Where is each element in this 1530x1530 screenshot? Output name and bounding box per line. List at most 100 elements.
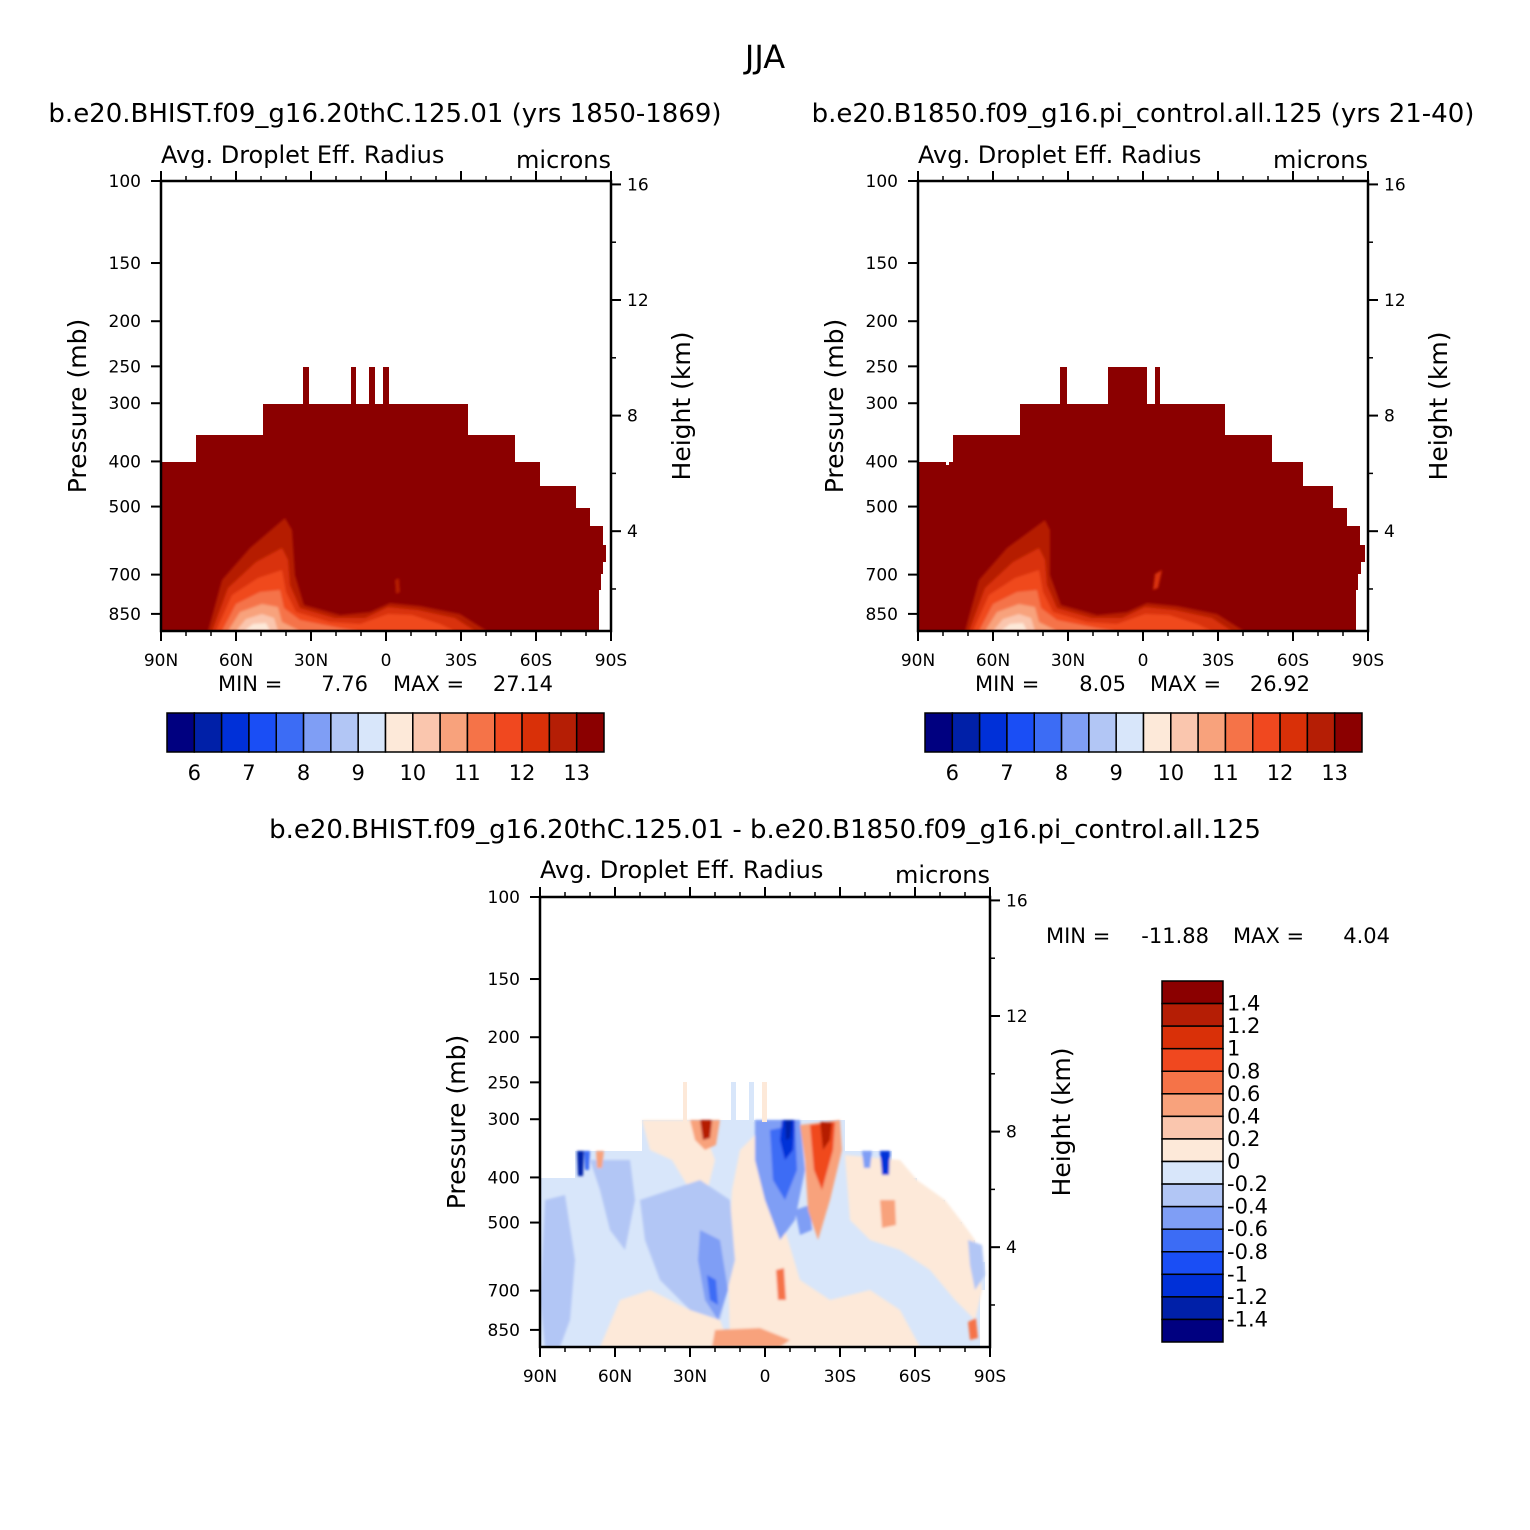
height-tick-label: 4 xyxy=(1006,1238,1017,1258)
y-tick-label: 150 xyxy=(488,970,520,990)
panel-c-neg-region xyxy=(707,1275,718,1305)
colorbar-swatch xyxy=(466,712,496,753)
colorbar-swatch xyxy=(1142,712,1172,753)
y-tick-label: 100 xyxy=(866,172,898,192)
colorbar-swatch xyxy=(248,712,277,753)
panel-c-pos-region xyxy=(845,1155,982,1320)
colorbar-swatch xyxy=(575,712,605,753)
panel-a-ylabel: Pressure (mb) xyxy=(63,319,92,493)
panel-b-colorbar: 6 7 8 9 10 11 12 13 xyxy=(924,712,1363,785)
panel-c-pos-region xyxy=(776,1268,786,1300)
x-tick-label: 0 xyxy=(1138,651,1149,671)
panel-c-min-value: -11.88 xyxy=(1141,924,1209,948)
x-tick-label: 30S xyxy=(824,1367,856,1387)
panel-b-spike xyxy=(1108,367,1147,407)
panel-a-spike xyxy=(383,367,389,407)
panel-c-neg-region xyxy=(698,1230,728,1320)
x-tick-label: 90N xyxy=(144,651,178,671)
panel-c-max-value: 4.04 xyxy=(1343,924,1390,948)
colorbar-label: 13 xyxy=(1321,761,1348,785)
panel-a: 90N 60N 30N 0 30S 60S 90S 100 150 200 250 300 400 500… xyxy=(63,141,696,785)
panel-c: 90N 60N 30N 0 30S 60S 90S 100 150 200 250 300 400 500… xyxy=(442,856,1390,1387)
colorbar-swatch xyxy=(384,712,414,753)
y-tick-label: 850 xyxy=(488,1321,520,1341)
panel-a-ticks: 90N 60N 30N 0 30S 60S 90S 100 150 200 250 300 400 500… xyxy=(109,171,649,671)
panel-b-spike xyxy=(1060,367,1067,407)
y-tick-label: 250 xyxy=(866,357,898,377)
y-tick-label: 100 xyxy=(109,172,141,192)
colorbar-swatch xyxy=(1161,980,1224,1005)
colorbar-label: 10 xyxy=(1157,761,1184,785)
colorbar-label: 11 xyxy=(454,761,481,785)
height-tick-label: 4 xyxy=(1384,522,1395,542)
colorbar-label: 7 xyxy=(1000,761,1013,785)
y-tick-label: 850 xyxy=(109,605,141,625)
panel-c-max-label: MAX = xyxy=(1233,924,1304,948)
panel-c-ticks: 90N 60N 30N 0 30S 60S 90S 100 150 200 250 300 400 500… xyxy=(488,887,1028,1387)
colorbar-label: -0.2 xyxy=(1227,1172,1268,1196)
panel-c-neg-region xyxy=(712,1328,790,1347)
panel-c-pos-region xyxy=(600,1290,730,1347)
colorbar-label: 12 xyxy=(509,761,536,785)
colorbar-swatch xyxy=(1161,1002,1224,1027)
height-tick-label: 4 xyxy=(627,522,638,542)
x-tick-label: 90S xyxy=(1352,651,1384,671)
panel-c-pos-region xyxy=(968,1318,978,1340)
y-tick-label: 200 xyxy=(866,312,898,332)
y-tick-label: 400 xyxy=(866,452,898,472)
colorbar-swatch xyxy=(1161,1138,1224,1163)
panel-b-plot-area xyxy=(918,367,1365,631)
x-tick-label: 60S xyxy=(1277,651,1309,671)
y-tick-label: 500 xyxy=(866,498,898,518)
panel-c-anomalies xyxy=(540,1120,985,1347)
x-tick-label: 60N xyxy=(598,1367,632,1387)
colorbar-label: 8 xyxy=(1055,761,1068,785)
panel-b-max-value: 26.92 xyxy=(1250,672,1310,696)
colorbar-swatch xyxy=(412,712,441,753)
colorbar-label: 0.8 xyxy=(1227,1059,1260,1083)
panel-c-pos-region xyxy=(880,1200,896,1228)
panel-c-neg-region xyxy=(785,1120,792,1140)
y-tick-label: 250 xyxy=(488,1073,520,1093)
panel1-title: b.e20.BHIST.f09_g16.20thC.125.01 (yrs 18… xyxy=(48,99,721,129)
x-tick-label: 0 xyxy=(381,651,392,671)
colorbar-swatch xyxy=(439,712,469,753)
colorbar-label: 9 xyxy=(352,761,365,785)
panel-c-streak xyxy=(731,1082,736,1122)
x-tick-label: 30N xyxy=(673,1367,707,1387)
colorbar-swatch xyxy=(924,712,954,753)
colorbar-label: 0 xyxy=(1227,1150,1240,1174)
colorbar-swatch xyxy=(220,712,250,753)
y-tick-label: 400 xyxy=(488,1168,520,1188)
height-tick-label: 12 xyxy=(1384,291,1406,311)
colorbar-swatch xyxy=(494,712,523,753)
y-tick-label: 250 xyxy=(109,357,141,377)
panel-a-units-label: microns xyxy=(516,146,611,174)
height-tick-label: 16 xyxy=(1384,175,1406,195)
colorbar-swatch xyxy=(1161,1025,1224,1050)
panel-b-blob xyxy=(1153,570,1162,590)
panel-c-neg-region xyxy=(968,1240,985,1290)
colorbar-swatch xyxy=(193,712,223,753)
panel-c-colorbar: 1.41.210.80.60.40.20-0.2-0.4-0.6-0.8-1-1… xyxy=(1161,980,1268,1343)
panel-b: 90N 60N 30N 0 30S 60S 90S 100 150 200 250 300 400 500… xyxy=(820,141,1453,785)
height-tick-label: 8 xyxy=(1384,407,1395,427)
panel-b-notch xyxy=(946,435,949,465)
panel-c-neg-region xyxy=(584,1151,590,1170)
colorbar-label: 10 xyxy=(399,761,426,785)
y-tick-label: 700 xyxy=(488,1282,520,1302)
colorbar-label: -1.4 xyxy=(1227,1307,1268,1331)
panel-c-pos-region xyxy=(728,1130,920,1347)
y-tick-label: 700 xyxy=(109,566,141,586)
height-tick-label: 12 xyxy=(627,291,649,311)
colorbar-swatch xyxy=(1306,712,1336,753)
colorbar-label: -0.6 xyxy=(1227,1217,1268,1241)
colorbar-swatch xyxy=(1161,1205,1224,1230)
colorbar-label: 11 xyxy=(1212,761,1239,785)
colorbar-swatch xyxy=(521,712,551,753)
colorbar-label: 0.2 xyxy=(1227,1127,1260,1151)
panel-c-neg-region xyxy=(577,1151,584,1176)
x-tick-label: 30S xyxy=(1202,651,1234,671)
y-tick-label: 500 xyxy=(488,1214,520,1234)
height-tick-label: 8 xyxy=(627,407,638,427)
